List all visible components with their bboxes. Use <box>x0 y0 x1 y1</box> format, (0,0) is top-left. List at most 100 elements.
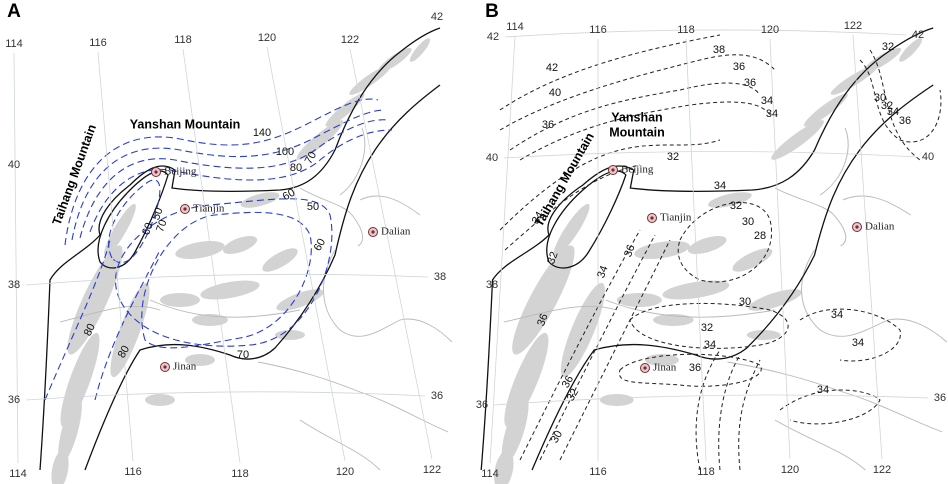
city-label: Beijing <box>164 166 197 178</box>
basin-area <box>222 235 258 255</box>
longitude-label: 118 <box>697 466 715 478</box>
contour-label: 38 <box>713 44 725 56</box>
contour-line <box>539 234 656 461</box>
latitude-label: 36 <box>431 390 443 402</box>
basin-area <box>409 38 431 62</box>
graticule-line <box>266 46 346 462</box>
basin-area <box>200 280 260 300</box>
city-marker-dot <box>371 230 375 234</box>
city-label: Tianjin <box>193 203 225 215</box>
latitude-label: 38 <box>434 271 446 283</box>
city-label: Jinan <box>173 361 197 373</box>
basin-area <box>296 120 344 160</box>
contour-label: 30 <box>742 216 754 228</box>
contour-label: 32 <box>545 250 560 266</box>
basin-area <box>863 47 902 73</box>
contour-line <box>869 49 921 161</box>
contour-label: 100 <box>276 146 294 158</box>
basin-area <box>60 332 100 428</box>
basin-area <box>687 235 727 255</box>
contour-label: 34 <box>817 384 829 396</box>
basin-area <box>748 289 802 311</box>
contour-line <box>509 82 761 151</box>
panel-label: A <box>7 1 21 22</box>
graticule <box>489 29 929 464</box>
contour-label: 30 <box>549 429 566 446</box>
longitude-label: 120 <box>258 32 276 44</box>
basin-area <box>599 394 634 406</box>
contours <box>44 98 393 401</box>
contour-label: 30 <box>874 92 886 104</box>
mountain-label: Taihang Mountain <box>50 123 99 227</box>
contour-label: 36 <box>899 115 911 127</box>
longitude-label: 116 <box>89 37 107 49</box>
contour-label: 36 <box>689 362 701 374</box>
basin-area <box>634 241 690 259</box>
latitude-label: 38 <box>486 279 498 291</box>
basin-area <box>185 354 215 366</box>
contour-line <box>519 101 771 161</box>
latitude-label: 36 <box>8 394 20 406</box>
basin-area <box>707 192 752 208</box>
longitude-label: 116 <box>589 466 607 478</box>
basin-area <box>110 282 150 378</box>
city-marker-dot <box>650 216 654 220</box>
basin-area <box>325 93 365 127</box>
panel-b-map <box>480 27 948 484</box>
basin-area <box>494 450 514 484</box>
contour-line <box>859 59 942 143</box>
contour-line <box>114 198 333 347</box>
city-label: Beijing <box>621 164 654 176</box>
contour-label: 36 <box>622 243 637 259</box>
basin-area <box>349 65 391 95</box>
mountain-label: Mountain <box>609 125 665 139</box>
contour-label: 32 <box>667 151 679 163</box>
graticule-line <box>685 38 707 462</box>
longitude-label: 120 <box>761 24 779 36</box>
latitude-label: 36 <box>934 392 946 404</box>
contour-label: 36 <box>542 119 554 131</box>
contour-label: 34 <box>714 180 726 192</box>
graticule-line <box>349 48 433 460</box>
longitude-label: 122 <box>873 464 891 476</box>
contour-label: 34 <box>766 108 778 120</box>
city-marker-dot <box>855 225 859 229</box>
contour-label: 60 <box>281 187 298 204</box>
contour-line <box>89 129 393 233</box>
longitude-label: 114 <box>481 468 499 480</box>
contour-label: 80 <box>116 344 133 361</box>
contour-label: 80 <box>82 322 98 338</box>
graticule-line <box>97 51 134 462</box>
city-label: Jinan <box>653 362 677 374</box>
basin-area <box>104 203 136 257</box>
contour-line <box>499 34 721 111</box>
contour-label: 70 <box>154 218 169 234</box>
basin-area <box>175 241 225 259</box>
longitude-label: 120 <box>781 464 799 476</box>
contour-line <box>94 249 161 401</box>
contour-line <box>141 211 312 349</box>
basin-area <box>803 93 848 127</box>
graticule-line <box>489 35 516 464</box>
contour-label: 140 <box>253 127 271 139</box>
contour-label: 60 <box>312 237 329 254</box>
longitude-label: 114 <box>9 468 27 480</box>
contour-label: 40 <box>549 87 561 99</box>
basin-area <box>58 396 82 464</box>
contour-label: 32 <box>730 200 742 212</box>
contour-label: 34 <box>530 210 547 227</box>
latitude-label: 42 <box>912 29 924 41</box>
contour-line <box>629 302 789 349</box>
graticule-line <box>503 151 917 159</box>
basin-area <box>830 65 878 95</box>
graticule <box>13 46 433 464</box>
basin-area <box>51 450 69 484</box>
latitude-label: 42 <box>487 31 499 43</box>
latitude-label: 40 <box>922 151 934 163</box>
longitude-label: 118 <box>231 468 249 480</box>
basin-area <box>67 245 123 355</box>
graticule-line <box>493 394 929 406</box>
basin-area <box>145 394 175 406</box>
contour-label: 28 <box>754 230 766 242</box>
